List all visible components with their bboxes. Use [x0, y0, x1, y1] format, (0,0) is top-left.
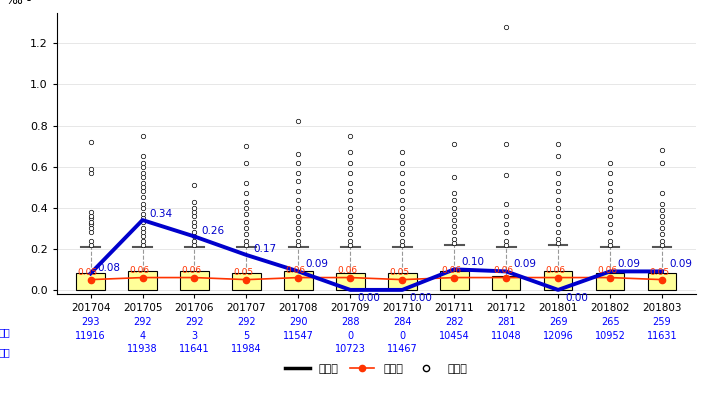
Text: 284: 284 [393, 317, 412, 327]
Text: 0.10: 0.10 [462, 257, 484, 267]
Text: 0.06: 0.06 [442, 266, 462, 276]
Text: 269: 269 [549, 317, 567, 327]
Text: 0.09: 0.09 [617, 259, 640, 269]
Text: 0.09: 0.09 [669, 259, 692, 269]
Text: 0.06: 0.06 [545, 266, 565, 276]
Text: 0.05: 0.05 [390, 268, 410, 278]
Text: 0.08: 0.08 [97, 262, 121, 273]
Bar [76, 273, 105, 290]
Bar [440, 271, 469, 290]
Text: 281: 281 [497, 317, 515, 327]
Bar [129, 271, 157, 290]
Text: 0.09: 0.09 [513, 259, 536, 269]
Text: 11938: 11938 [127, 344, 158, 354]
Text: 0.06: 0.06 [130, 266, 150, 276]
Text: 0.00: 0.00 [357, 293, 380, 303]
Text: 0.05: 0.05 [77, 268, 98, 278]
Text: 0.26: 0.26 [202, 226, 224, 236]
Text: 4: 4 [139, 331, 146, 341]
Text: 0.06: 0.06 [597, 266, 618, 276]
Text: 11641: 11641 [179, 344, 209, 354]
Bar [284, 271, 312, 290]
Text: ‰ -: ‰ - [6, 0, 31, 7]
Text: 0.09: 0.09 [305, 259, 328, 269]
Text: 292: 292 [237, 317, 256, 327]
Text: 0.06: 0.06 [493, 266, 513, 276]
Bar [648, 273, 677, 290]
Text: 293: 293 [82, 317, 100, 327]
Bar [336, 273, 365, 290]
Bar [596, 273, 624, 290]
Text: 0.06: 0.06 [285, 266, 306, 276]
Legend: 中央値, 平均値, 外れ値: 中央値, 平均値, 外れ値 [281, 360, 471, 378]
Bar [180, 271, 209, 290]
Text: 11916: 11916 [75, 331, 106, 341]
Bar [388, 273, 417, 290]
Text: 292: 292 [185, 317, 204, 327]
Text: 292: 292 [133, 317, 152, 327]
Bar [232, 273, 261, 290]
Text: 11631: 11631 [647, 331, 677, 341]
Bar [544, 271, 572, 290]
Text: 0.00: 0.00 [565, 293, 588, 303]
Text: 0.17: 0.17 [253, 244, 276, 254]
Text: 0.06: 0.06 [182, 266, 202, 276]
Text: 282: 282 [445, 317, 464, 327]
Text: 10952: 10952 [595, 331, 626, 341]
Text: 265: 265 [601, 317, 619, 327]
Text: 11467: 11467 [387, 344, 417, 354]
Text: 259: 259 [652, 317, 672, 327]
Text: 分母: 分母 [0, 347, 10, 357]
Text: 12096: 12096 [542, 331, 574, 341]
Text: 11984: 11984 [231, 344, 262, 354]
Text: 11048: 11048 [491, 331, 521, 341]
Text: 11547: 11547 [283, 331, 314, 341]
Text: 288: 288 [341, 317, 359, 327]
Bar [492, 276, 520, 290]
Text: 0.00: 0.00 [409, 293, 432, 303]
Text: 0.06: 0.06 [337, 266, 358, 276]
Text: 0: 0 [347, 331, 354, 341]
Text: 3: 3 [192, 331, 197, 341]
Text: 0.05: 0.05 [234, 268, 253, 278]
Text: 0: 0 [399, 331, 405, 341]
Text: 5: 5 [244, 331, 249, 341]
Text: 10723: 10723 [335, 344, 366, 354]
Text: 10454: 10454 [439, 331, 469, 341]
Text: 0.34: 0.34 [150, 209, 173, 219]
Text: 0.05: 0.05 [649, 268, 670, 278]
Text: 分子: 分子 [0, 328, 10, 338]
Text: 290: 290 [289, 317, 307, 327]
